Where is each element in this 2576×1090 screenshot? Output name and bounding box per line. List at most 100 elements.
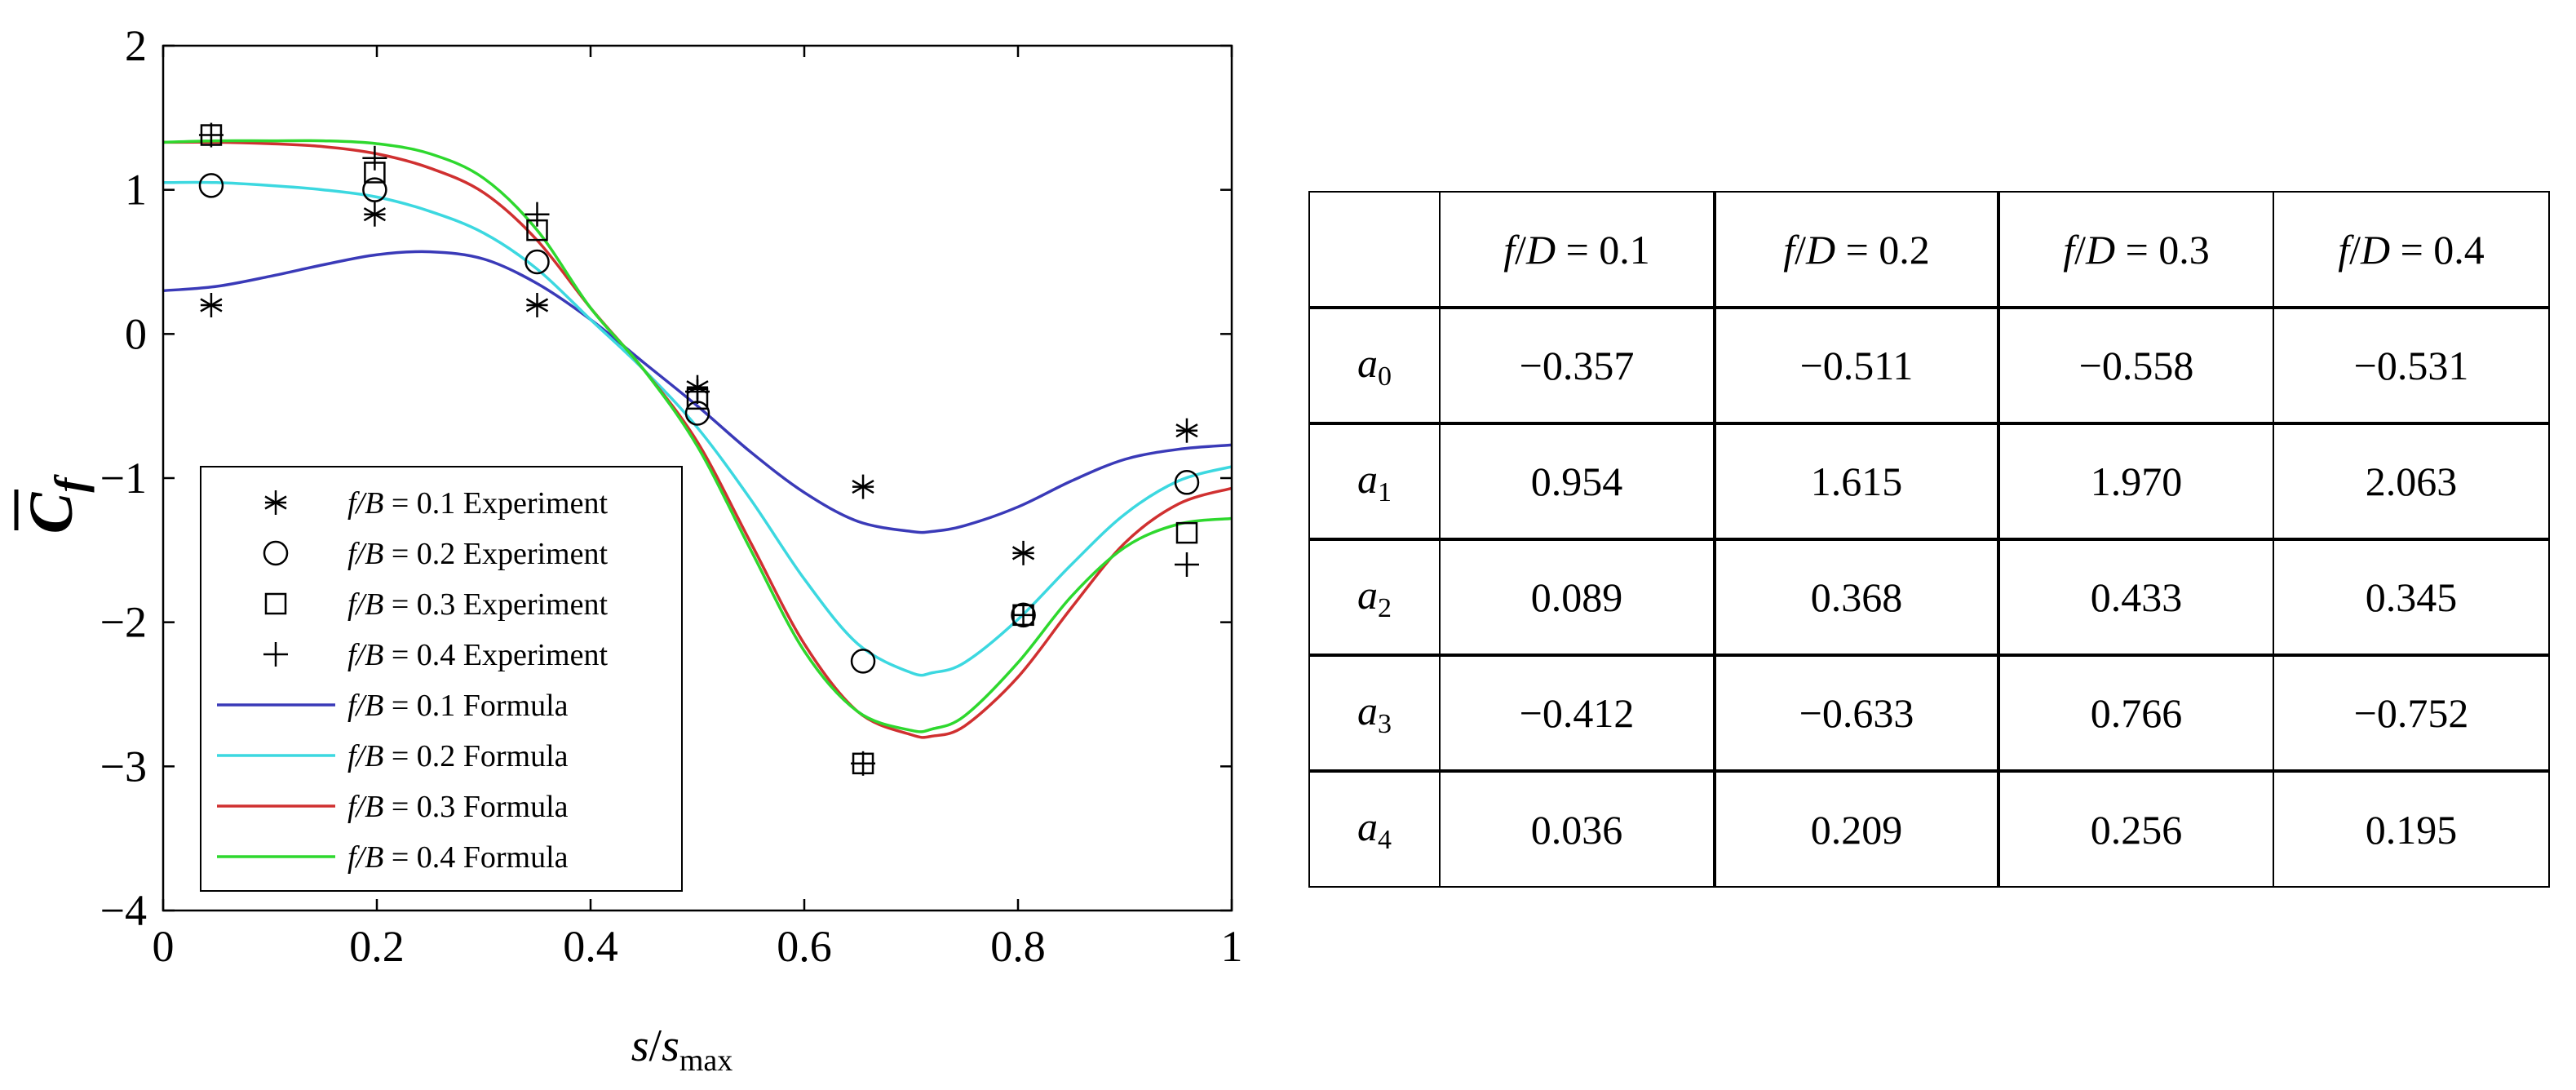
formula-line-3 [162, 140, 1233, 739]
legend-label: f/B = 0.3 Experiment [347, 587, 608, 622]
y-tick-label: −4 [100, 886, 147, 935]
square-shape [1175, 521, 1198, 544]
table-header-cell: f/D = 0.4 [2273, 191, 2550, 308]
table-cell: 0.766 [1997, 654, 2274, 772]
coefficient-table: f/D = 0.1 f/D = 0.2 f/D = 0.3 f/D = 0.4 … [1308, 191, 2550, 888]
y-tick-label: −1 [100, 454, 147, 503]
legend-label: f/B = 0.1 Formula [347, 689, 569, 723]
table-cell: 2.063 [2273, 422, 2550, 540]
table-corner-cell [1308, 191, 1441, 308]
table-cell: −0.752 [2273, 654, 2550, 772]
y-axis-label-main: C [17, 491, 86, 534]
y-axis-label: Cf [14, 474, 95, 534]
experiment-point-1 [1175, 418, 1198, 443]
row-label-cell: a3 [1308, 654, 1441, 772]
experiment-point-2 [198, 173, 224, 198]
legend-label: f/B = 0.3 Formula [347, 790, 569, 824]
row-label-cell: a0 [1308, 306, 1441, 424]
x-tick-label: 0 [153, 922, 175, 971]
experiment-point-4 [1011, 602, 1036, 627]
table-header-cell: f/D = 0.1 [1439, 191, 1715, 308]
experiment-point-4 [685, 379, 710, 404]
y-axis-label-sub: f [46, 474, 95, 493]
table-cell: 0.089 [1439, 538, 1715, 656]
table-cell: 0.954 [1439, 422, 1715, 540]
x-tick-label: 0.6 [777, 922, 832, 971]
x-axis-label: s/smax [631, 1021, 733, 1078]
table-cell: −0.633 [1713, 654, 1999, 772]
legend-marker [263, 642, 288, 667]
formula-line-2 [162, 180, 1233, 677]
row-label-cell: a1 [1308, 422, 1441, 540]
legend-label: f/B = 0.1 Experiment [347, 486, 608, 521]
table-header-row: f/D = 0.1 f/D = 0.2 f/D = 0.3 f/D = 0.4 [1308, 191, 2550, 308]
table-header-cell: f/D = 0.2 [1713, 191, 1999, 308]
experiment-point-3 [1175, 521, 1198, 544]
experiment-point-1 [200, 293, 223, 317]
y-tick-label: 2 [125, 21, 147, 70]
circle-shape [198, 173, 224, 198]
legend: f/B = 0.1 Experiment f/B = 0.2 Experiment… [200, 466, 683, 892]
x-tick-label: 0.2 [349, 922, 405, 971]
table-cell: 0.195 [2273, 769, 2550, 888]
y-tick-label: 1 [125, 166, 147, 215]
experiment-point-4 [851, 751, 876, 776]
experiment-point-1 [363, 202, 386, 227]
formula-line-4 [162, 139, 1233, 733]
table-cell: −0.357 [1439, 306, 1715, 424]
table-row: a4 0.036 0.209 0.256 0.195 [1308, 769, 2550, 888]
legend-label: f/B = 0.2 Formula [347, 739, 569, 773]
y-tick-label: −3 [100, 742, 147, 791]
experiment-point-4 [362, 145, 387, 171]
experiment-point-2 [850, 649, 876, 674]
table-cell: 0.368 [1713, 538, 1999, 656]
formula-line-1 [162, 250, 1233, 534]
table-cell: 0.036 [1439, 769, 1715, 888]
experiment-point-1 [852, 474, 874, 499]
formula-curves [162, 139, 1233, 739]
table-cell: 1.615 [1713, 422, 1999, 540]
legend-marker [264, 592, 287, 615]
table-cell: 0.345 [2273, 538, 2550, 656]
experiment-point-1 [525, 293, 549, 317]
legend-label: f/B = 0.4 Formula [347, 840, 569, 875]
legend-label: f/B = 0.2 Experiment [347, 537, 608, 571]
table-cell: −0.558 [1997, 306, 2274, 424]
table-cell: 1.970 [1997, 422, 2274, 540]
table-cell: 0.433 [1997, 538, 2274, 656]
legend-marker [263, 540, 289, 566]
experiment-point-4 [198, 122, 224, 148]
table-header-cell: f/D = 0.3 [1997, 191, 2274, 308]
experiment-point-2 [524, 249, 550, 275]
table-cell: 0.256 [1997, 769, 2274, 888]
experiment-point-1 [1011, 540, 1035, 565]
experiment-point-2 [1174, 470, 1200, 495]
chart-panel: 0 0.2 0.4 0.6 0.8 1 2 1 0 −1 −2 −3 −4 f/B = 0.1 Expe… [0, 0, 1273, 1090]
table-cell: −0.531 [2273, 306, 2550, 424]
table-cell: −0.412 [1439, 654, 1715, 772]
axis-ticks: 0 0.2 0.4 0.6 0.8 1 2 1 0 −1 −2 −3 −4 [100, 21, 1243, 971]
table-row: a2 0.089 0.368 0.433 0.345 [1308, 538, 2550, 656]
circle-shape [263, 540, 289, 566]
y-tick-label: −2 [100, 598, 147, 647]
table-row: a3 −0.412 −0.633 0.766 −0.752 [1308, 654, 2550, 772]
x-tick-label: 1 [1221, 922, 1243, 971]
x-tick-label: 0.8 [990, 922, 1046, 971]
circle-shape [850, 649, 876, 674]
experiment-point-4 [524, 202, 550, 227]
circle-shape [362, 177, 387, 202]
legend-label: f/B = 0.4 Experiment [347, 638, 608, 672]
row-label-cell: a4 [1308, 769, 1441, 888]
chart-svg: 0 0.2 0.4 0.6 0.8 1 2 1 0 −1 −2 −3 −4 f/B = 0.1 Expe… [14, 21, 1243, 1078]
legend-box [200, 466, 683, 892]
circle-shape [1174, 470, 1200, 495]
legend-marker [264, 490, 287, 515]
row-label-cell: a2 [1308, 538, 1441, 656]
circle-shape [524, 249, 550, 275]
table-row: a1 0.954 1.615 1.970 2.063 [1308, 422, 2550, 540]
y-tick-label: 0 [125, 309, 147, 358]
experiment-point-2 [362, 177, 387, 202]
table-row: a0 −0.357 −0.511 −0.558 −0.531 [1308, 306, 2550, 424]
experiment-point-4 [1174, 552, 1199, 577]
table-cell: −0.511 [1713, 306, 1999, 424]
